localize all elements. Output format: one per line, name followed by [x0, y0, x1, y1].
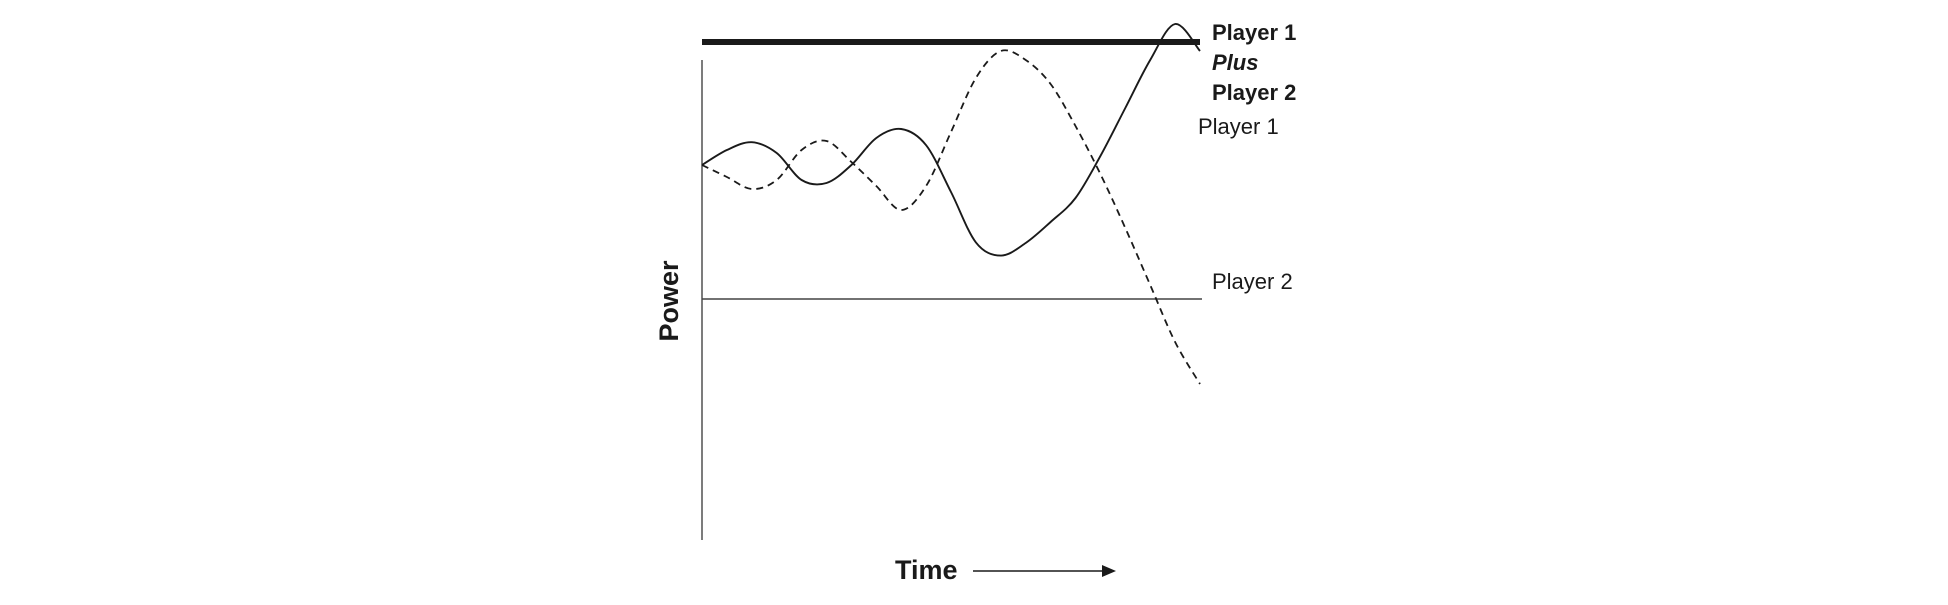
sum-line-label-player2: Player 2 — [1212, 80, 1296, 105]
x-axis-title: Time — [895, 555, 958, 585]
sum-line-label-player1: Player 1 — [1212, 20, 1296, 45]
series-line-player-1 — [701, 23, 1201, 257]
sum-line-label-plus: Plus — [1212, 50, 1258, 75]
series-group — [701, 23, 1201, 385]
x-axis-arrow-head — [1102, 565, 1116, 577]
series-label-player1: Player 1 — [1198, 114, 1279, 139]
series-line-player-2 — [701, 49, 1201, 385]
y-axis-title: Power — [654, 260, 684, 342]
series-label-player2: Player 2 — [1212, 269, 1293, 294]
